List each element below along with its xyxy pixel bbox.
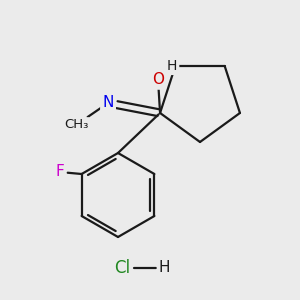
Text: F: F (55, 164, 64, 179)
Text: CH₃: CH₃ (64, 118, 88, 131)
Text: N: N (102, 95, 114, 110)
Text: O: O (152, 73, 164, 88)
Text: H: H (158, 260, 170, 275)
Text: H: H (167, 59, 177, 73)
Text: Cl: Cl (114, 259, 130, 277)
